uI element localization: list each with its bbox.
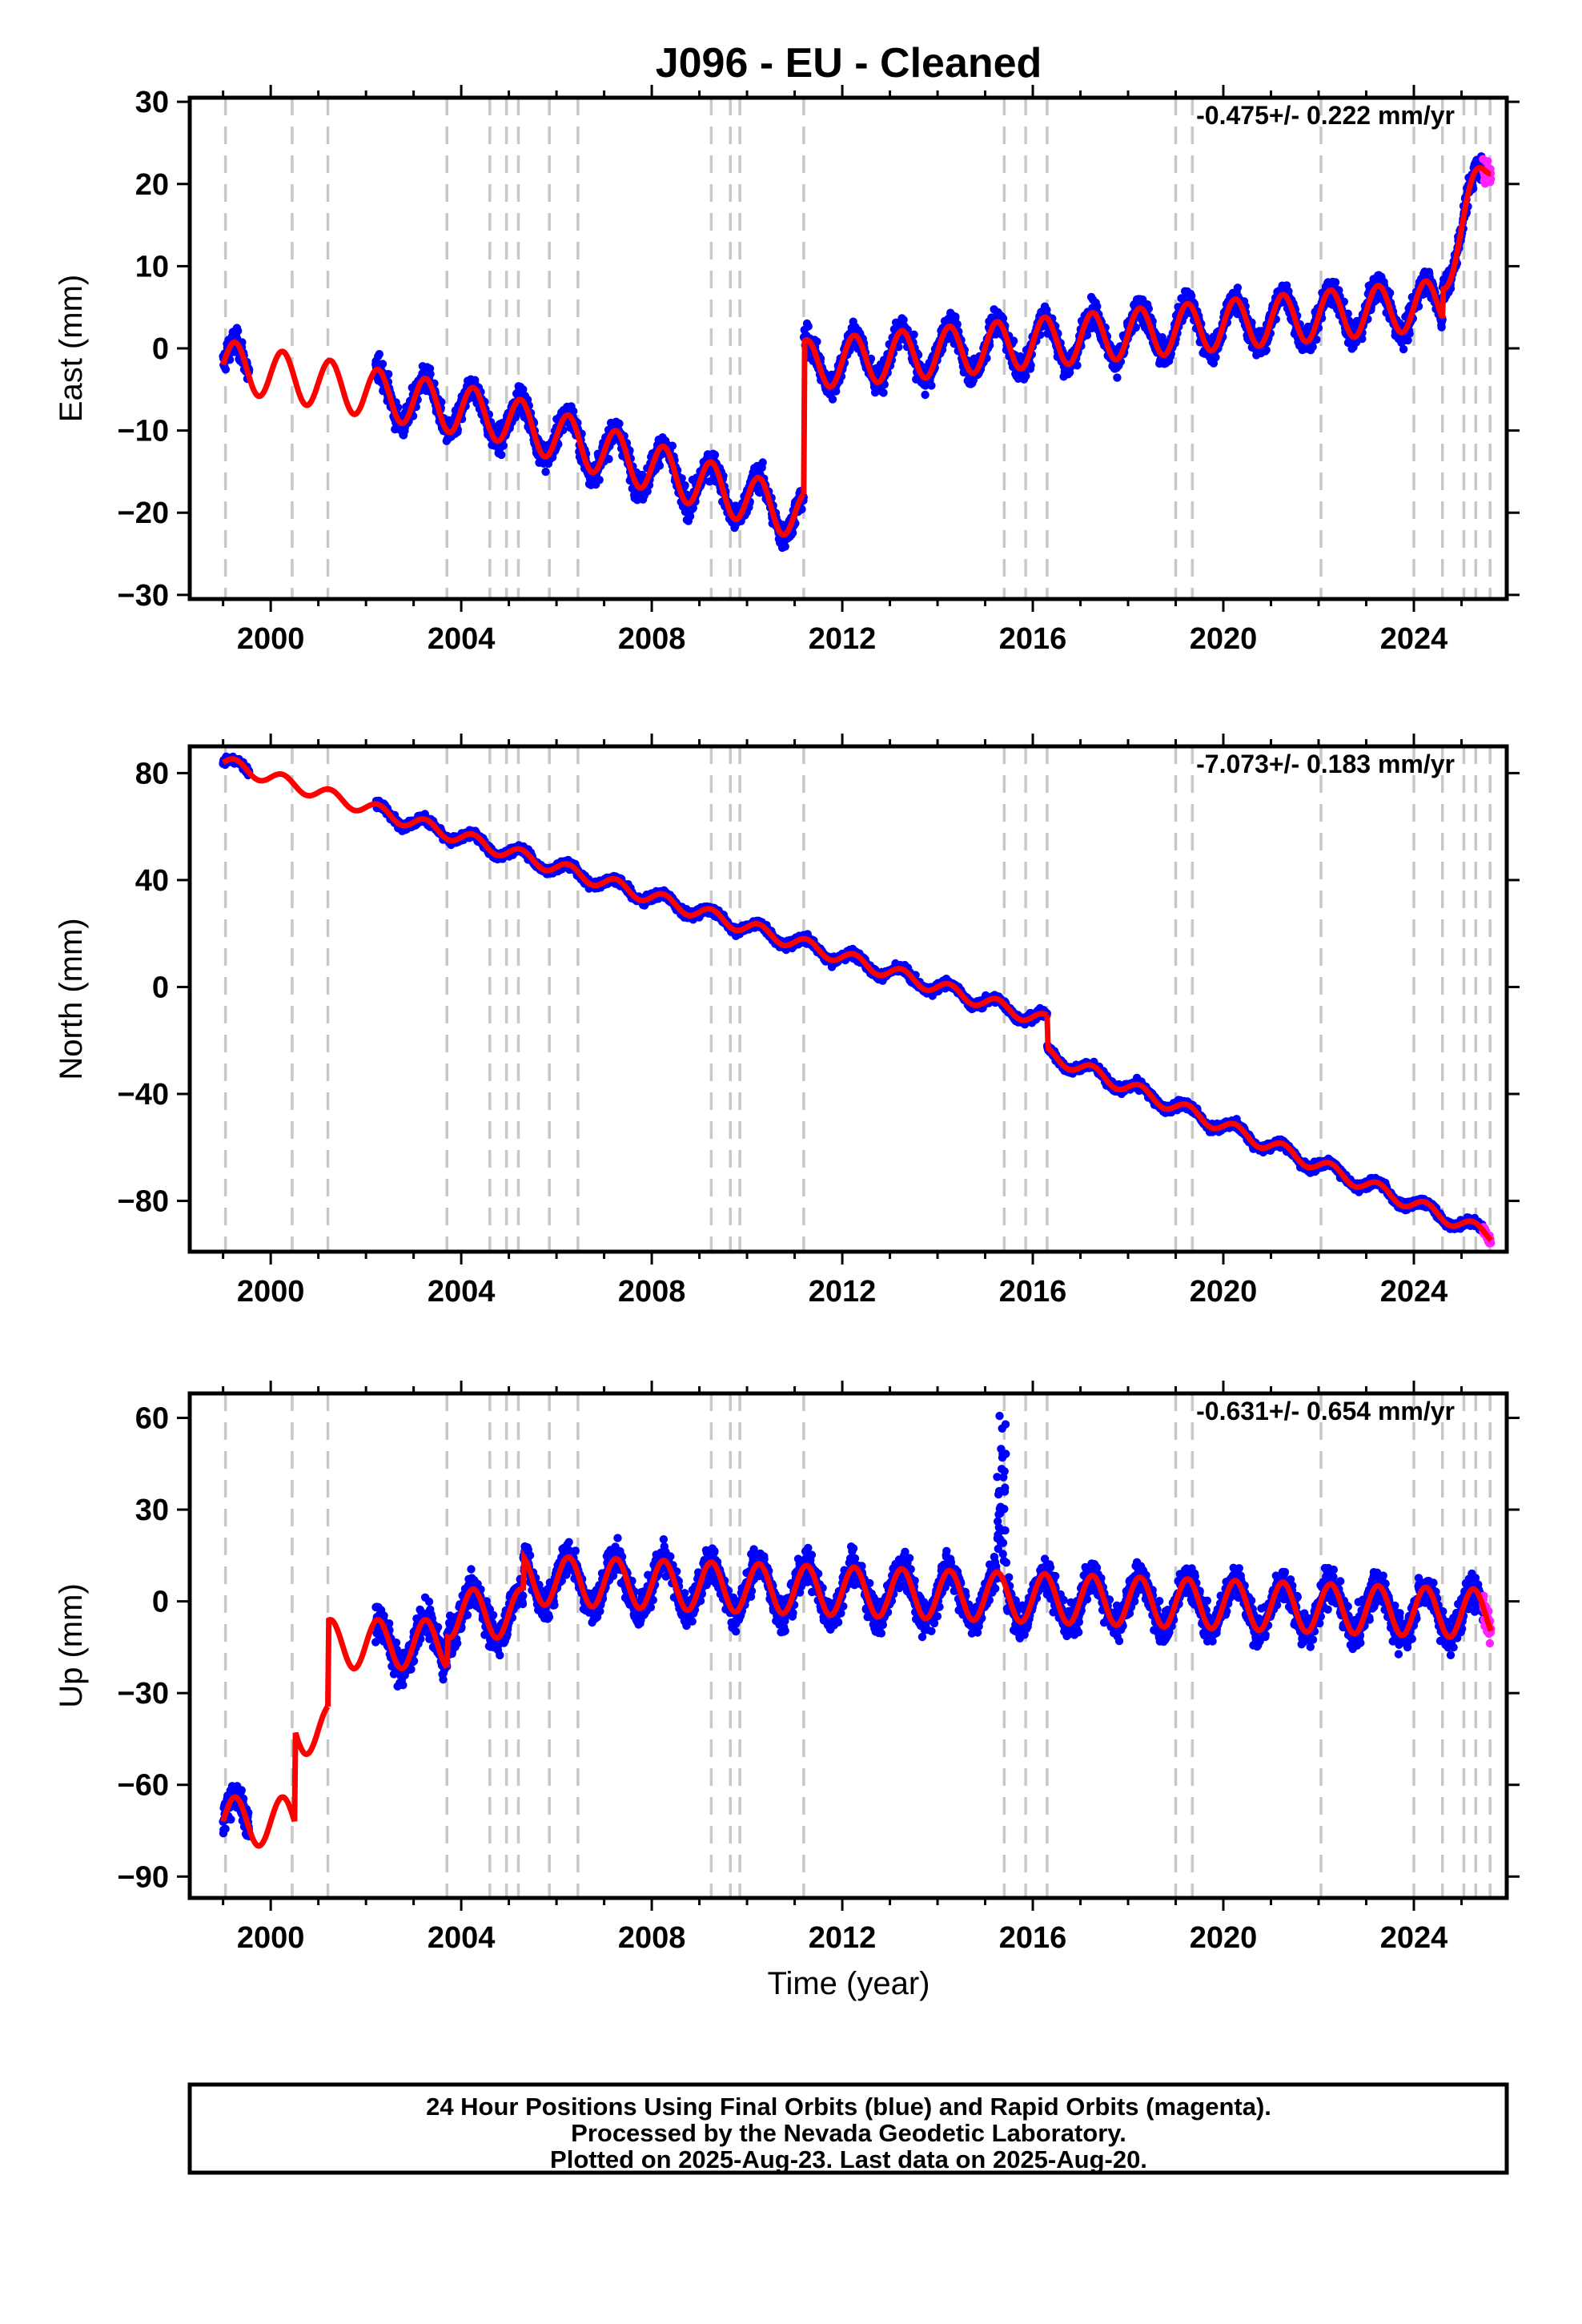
final-point [569, 407, 578, 416]
final-point [221, 365, 231, 374]
final-point [615, 419, 624, 428]
final-point [1211, 353, 1220, 362]
final-point [1131, 323, 1141, 332]
final-point [953, 320, 962, 329]
x-tick-label: 2016 [999, 622, 1067, 656]
final-point [1093, 302, 1102, 311]
final-point [541, 467, 550, 476]
final-point [497, 450, 506, 460]
final-point [832, 387, 841, 396]
model-curve [220, 164, 1492, 538]
final-point [668, 441, 677, 450]
final-point [781, 542, 789, 551]
final-point [951, 312, 960, 321]
y-tick-label: 0 [152, 332, 169, 366]
final-point [595, 476, 604, 485]
model-segment [220, 339, 493, 436]
final-point [879, 388, 888, 397]
north-panel: 2000 2004 2008 2012 2016 2020 2024−80−4004080N… [54, 734, 1520, 1309]
final-point [1233, 283, 1243, 292]
final-point [1312, 335, 1321, 344]
final-point [1308, 342, 1317, 352]
final-point [655, 461, 665, 470]
final-point [813, 337, 821, 346]
y-tick-label: −20 [118, 497, 169, 530]
final-point [1113, 373, 1122, 382]
final-point [1009, 336, 1018, 345]
final-point [1331, 278, 1340, 287]
final-point [499, 441, 508, 450]
y-tick-label: −30 [118, 579, 169, 613]
model-segment [801, 278, 1445, 495]
final-point [804, 322, 813, 331]
y-tick-label: −10 [118, 415, 169, 448]
final-point [1358, 334, 1367, 344]
event-lines [223, 98, 1492, 599]
final-point [921, 390, 930, 400]
final-point [1073, 361, 1082, 370]
final-point [927, 381, 936, 390]
y-axis: −30 −20 −10 0 10 20 30 [118, 86, 1520, 613]
final-point [828, 395, 837, 404]
final-point [758, 458, 767, 467]
final-point [1022, 372, 1030, 380]
final-point [909, 330, 918, 339]
final-point [681, 480, 689, 490]
x-tick-label: 2008 [618, 622, 686, 656]
y-axis-label: East (mm) [54, 275, 89, 422]
final-point [378, 360, 387, 368]
final-point [384, 370, 393, 379]
y-tick-label: 10 [135, 250, 169, 283]
x-tick-label: 2000 [237, 622, 305, 656]
figure-title: J096 - EU - Cleaned [656, 40, 1042, 86]
final-point [710, 450, 720, 460]
y-tick-label: 20 [135, 168, 169, 202]
x-tick-label: 2024 [1380, 622, 1448, 656]
final-point [1158, 333, 1166, 342]
final-point [1437, 323, 1446, 332]
model-segment [1439, 164, 1492, 320]
rapid-point [1484, 157, 1492, 166]
y-tick-label: 30 [135, 86, 169, 119]
final-point [685, 512, 695, 521]
final-point [1399, 344, 1408, 354]
model-segment [487, 396, 806, 538]
final-point [234, 327, 243, 336]
final-point [894, 343, 903, 352]
final-point [899, 316, 908, 324]
x-axis: 2000 2004 2008 2012 2016 2020 2024 [222, 85, 1463, 656]
x-tick-label: 2012 [809, 622, 877, 656]
rapid-point [1487, 175, 1496, 183]
final-point [604, 455, 613, 464]
rate-label: -0.475+/- 0.222 mm/yr [1196, 101, 1455, 130]
final-point [1187, 292, 1196, 300]
east-panel: 2000 2004 2008 2012 2016 2020 2024 −30 −20 −10 0 10… [54, 85, 1520, 656]
final-point [426, 369, 435, 379]
final-point [1403, 336, 1412, 345]
final-point [375, 350, 383, 359]
x-tick-label: 2020 [1190, 622, 1258, 656]
x-tick-label: 2004 [428, 622, 496, 656]
final-point [1262, 345, 1271, 355]
